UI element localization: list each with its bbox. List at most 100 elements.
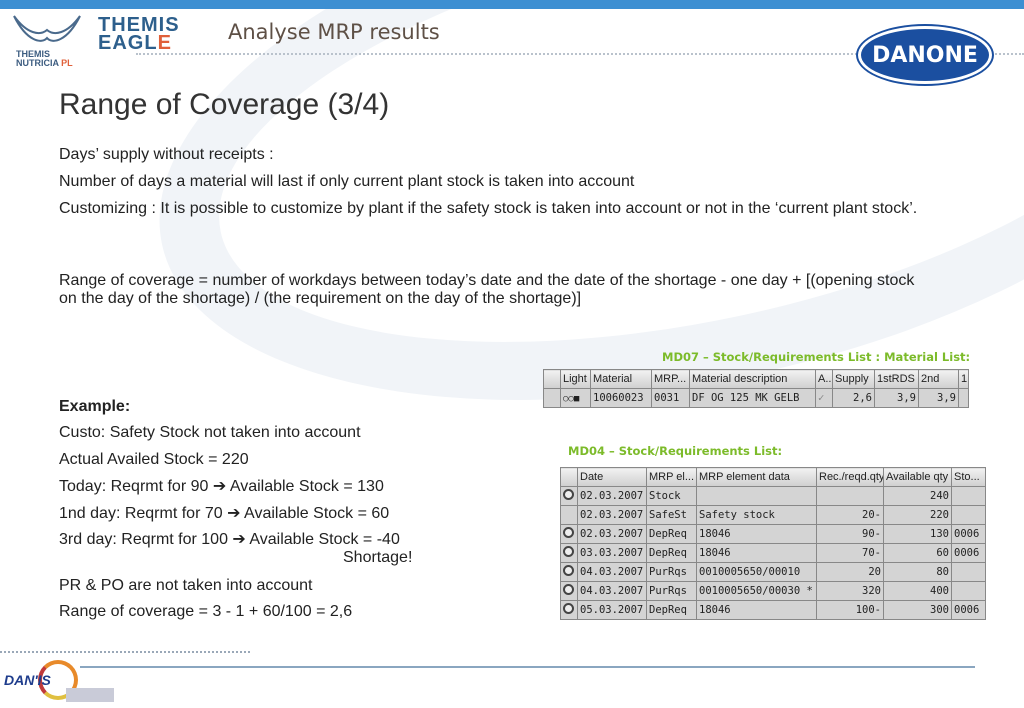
danone-logo: DANONE	[858, 26, 992, 84]
table-row[interactable]: 02.03.2007 Stock 240	[560, 486, 986, 506]
column-header[interactable]: A...	[815, 369, 833, 389]
cell: 20	[816, 562, 884, 582]
column-header[interactable]: Supply	[832, 369, 875, 389]
shortage-label: Shortage!	[343, 549, 413, 566]
example-line: Range of coverage = 3 - 1 + 60/100 = 2,6	[59, 603, 353, 620]
text-line: Range of coverage = number of workdays b…	[59, 272, 915, 307]
checkbox[interactable]: ✓	[815, 388, 833, 408]
cell	[951, 505, 986, 525]
cell: Stock	[646, 486, 697, 506]
details-magnifier-icon[interactable]	[560, 600, 578, 620]
table-row[interactable]: 02.03.2007 DepReq 18046 90- 130 0006	[560, 524, 986, 544]
header-divider	[136, 53, 1024, 55]
cell: SafeSt	[646, 505, 697, 525]
table-row[interactable]: 04.03.2007 PurRqs 0010005650/00030 * 320 400	[560, 581, 986, 601]
column-header[interactable]: Available qty	[883, 467, 952, 487]
cell: 0006	[951, 524, 986, 544]
cell: 02.03.2007	[577, 524, 647, 544]
md04-caption: MD04 – Stock/Requirements List:	[568, 444, 783, 458]
column-header[interactable]: 1	[958, 369, 969, 389]
cell: 400	[883, 581, 952, 601]
column-header[interactable]: MRP element data	[696, 467, 817, 487]
cell: DepReq	[646, 524, 697, 544]
footer-dots	[0, 651, 250, 653]
cell: 80	[883, 562, 952, 582]
cell: 03.03.2007	[577, 543, 647, 563]
table-row[interactable]: 05.03.2007 DepReq 18046 100- 300 0006	[560, 600, 986, 620]
table-header-row: Date MRP el... MRP element data Rec./req…	[560, 467, 986, 487]
column-header[interactable]: 2nd	[918, 369, 959, 389]
themis-eagle-logo: THEMIS EAGLE	[98, 14, 180, 54]
column-header[interactable]: Rec./reqd.qty	[816, 467, 884, 487]
cell: 70-	[816, 543, 884, 563]
cell: 20-	[816, 505, 884, 525]
table-header-row: Light Material MRP... Material descripti…	[543, 369, 969, 389]
cell: 320	[816, 581, 884, 601]
md07-table: Light Material MRP... Material descripti…	[543, 369, 969, 408]
table-row[interactable]: 02.03.2007 SafeSt Safety stock 20- 220	[560, 505, 986, 525]
cell: 18046	[696, 543, 817, 563]
column-header[interactable]	[560, 467, 578, 487]
column-header[interactable]: 1stRDS	[874, 369, 919, 389]
cell: 0006	[951, 543, 986, 563]
cell: DepReq	[646, 600, 697, 620]
footer-line	[80, 666, 975, 668]
column-header[interactable]: Sto...	[951, 467, 986, 487]
column-header[interactable]: Material description	[689, 369, 816, 389]
cell: PurRqs	[646, 562, 697, 582]
md07-caption: MD07 – Stock/Requirements List : Materia…	[662, 350, 971, 364]
cell	[816, 486, 884, 506]
cell: 240	[883, 486, 952, 506]
details-magnifier-icon[interactable]	[560, 562, 578, 582]
header-title: Analyse MRP results	[228, 20, 440, 44]
table-row[interactable]: 04.03.2007 PurRqs 0010005650/00010 20 80	[560, 562, 986, 582]
cell: 90-	[816, 524, 884, 544]
cell	[951, 486, 986, 506]
cell: 3,9	[918, 388, 959, 408]
table-row[interactable]: 03.03.2007 DepReq 18046 70- 60 0006	[560, 543, 986, 563]
cell: 18046	[696, 524, 817, 544]
traffic-light-icon: ○○■	[560, 388, 591, 408]
cell: Safety stock	[696, 505, 817, 525]
example-heading: Example:	[59, 398, 131, 415]
cell: 02.03.2007	[577, 505, 647, 525]
table-row[interactable]: ○○■ 10060023 0031 DF OG 125 MK GELB ✓ 2,…	[543, 388, 969, 408]
column-header[interactable]: Date	[577, 467, 647, 487]
cell	[951, 581, 986, 601]
cell: 130	[883, 524, 952, 544]
text-line: Customizing : It is possible to customiz…	[59, 200, 918, 217]
row-selector[interactable]	[560, 505, 578, 525]
column-header[interactable]: Light	[560, 369, 591, 389]
details-magnifier-icon[interactable]	[560, 581, 578, 601]
cell: 04.03.2007	[577, 562, 647, 582]
example-line: Actual Availed Stock = 220	[59, 451, 249, 468]
column-header[interactable]	[543, 369, 561, 389]
cell	[951, 562, 986, 582]
details-magnifier-icon[interactable]	[560, 524, 578, 544]
column-header[interactable]: Material	[590, 369, 652, 389]
example-line: 1nd day: Reqrmt for 70 ➔ Available Stock…	[59, 505, 390, 522]
cell	[696, 486, 817, 506]
cell: 04.03.2007	[577, 581, 647, 601]
cell: 0010005650/00030 *	[696, 581, 817, 601]
cell: 220	[883, 505, 952, 525]
cell: 05.03.2007	[577, 600, 647, 620]
column-header[interactable]: MRP...	[651, 369, 690, 389]
cell: 60	[883, 543, 952, 563]
cell: 3,9	[874, 388, 919, 408]
text-line: Days’ supply without receipts :	[59, 146, 274, 163]
cell: PurRqs	[646, 581, 697, 601]
cell	[958, 388, 969, 408]
details-magnifier-icon[interactable]	[560, 543, 578, 563]
md04-table: Date MRP el... MRP element data Rec./req…	[560, 467, 986, 620]
cell: 0031	[651, 388, 690, 408]
row-selector[interactable]	[543, 388, 561, 408]
cell: 300	[883, 600, 952, 620]
column-header[interactable]: MRP el...	[646, 467, 697, 487]
danis-logo: DAN'IS	[4, 660, 114, 704]
cell: 100-	[816, 600, 884, 620]
details-magnifier-icon[interactable]	[560, 486, 578, 506]
top-bar	[0, 0, 1024, 9]
cell: 02.03.2007	[577, 486, 647, 506]
cell: DepReq	[646, 543, 697, 563]
